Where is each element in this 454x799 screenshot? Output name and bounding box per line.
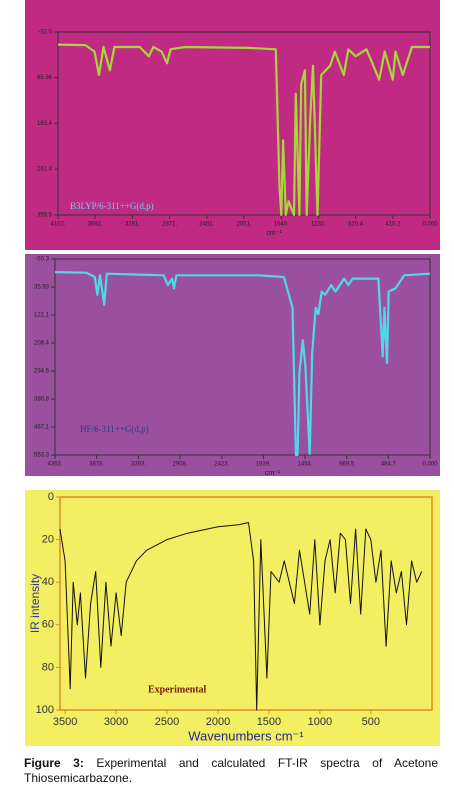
panel-background: [25, 490, 440, 746]
y-tick-label: 80: [42, 661, 54, 673]
caption-label: Figure 3:: [24, 756, 84, 770]
spectrum-line: [54, 271, 431, 456]
y-tick-label: -50.3: [35, 257, 49, 263]
x-tick-label: 3692.: [88, 222, 103, 228]
x-tick-label: 1230.: [311, 222, 326, 228]
y-tick-label: -32.0: [38, 30, 52, 36]
spectrum-line: [57, 43, 430, 216]
x-tick-label: 969.5: [339, 462, 355, 468]
y-tick-label: 261.4: [37, 167, 53, 173]
y-tick-label: 380.8: [34, 397, 50, 403]
x-tick-label: 4363.: [47, 462, 62, 468]
panel-background: [25, 0, 440, 250]
annotation: B3LYP/6-311++G(d,p): [70, 201, 154, 211]
plot-frame: [59, 496, 433, 711]
y-tick-label: 163.4: [37, 121, 53, 127]
x-tick-label: 4102.: [50, 222, 65, 228]
x-tick-label: 410.2: [385, 222, 401, 228]
y-tick-label: 359.5: [37, 213, 53, 219]
x-tick-label: 3281.: [125, 222, 140, 228]
annotation: Experimental: [148, 684, 207, 695]
x-axis-label: Wavenumbers cm⁻¹: [188, 728, 304, 743]
x-tick-label: 1454.: [298, 462, 313, 468]
x-tick-label: 1000: [308, 716, 332, 728]
y-tick-label: 0: [48, 491, 54, 503]
x-tick-label: 3393.: [131, 462, 146, 468]
x-axis-label: cm⁻¹: [266, 230, 282, 237]
y-axis-label: IR intensity: [28, 574, 42, 633]
y-tick-label: 35.93: [34, 285, 50, 291]
x-tick-label: 2871.: [162, 222, 177, 228]
y-tick-label: 553.3: [34, 453, 50, 459]
annotation: HF/6-311++G(d,p): [80, 424, 149, 434]
x-tick-label: 3878.: [89, 462, 104, 468]
spectrum-line: [59, 522, 423, 711]
x-tick-label: 1500: [257, 716, 281, 728]
x-tick-label: 2423.: [214, 462, 229, 468]
y-tick-label: 467.1: [34, 425, 50, 431]
x-axis-label: cm⁻¹: [265, 470, 281, 477]
x-tick-label: 500: [362, 716, 380, 728]
x-tick-label: 2000: [206, 716, 230, 728]
caption: Figure 3: Experimental and calculated FT…: [24, 756, 438, 786]
y-tick-label: 20: [42, 534, 54, 546]
x-tick-label: 2461.: [199, 222, 214, 228]
y-tick-label: 100: [36, 704, 54, 716]
panel-background: [25, 254, 440, 476]
x-tick-label: 820.4: [348, 222, 364, 228]
x-tick-label: 1939.: [256, 462, 271, 468]
plot-frame: [54, 258, 431, 456]
caption-text: Experimental and calculated FT-IR spectr…: [24, 756, 438, 785]
y-tick-label: 122.1: [34, 313, 50, 319]
y-tick-label: 40: [42, 576, 54, 588]
x-tick-label: 2500: [155, 716, 179, 728]
x-tick-label: 0.000: [422, 462, 438, 468]
x-tick-label: 484.7: [381, 462, 397, 468]
x-tick-label: 3000: [104, 716, 128, 728]
x-tick-label: 3500: [53, 716, 77, 728]
spectra: -32.0 65.36 163.4 261.4 359.5 4102. 3692. 3281.…: [25, 0, 440, 746]
y-tick-label: 65.36: [37, 75, 53, 81]
y-tick-label: 294.6: [34, 369, 50, 375]
x-tick-label: 1640.: [274, 222, 289, 228]
y-tick-label: 60: [42, 619, 54, 631]
x-tick-label: 2908.: [173, 462, 188, 468]
y-tick-label: 208.4: [34, 341, 50, 347]
x-tick-label: 0.000: [422, 222, 438, 228]
x-tick-label: 2051.: [236, 222, 251, 228]
